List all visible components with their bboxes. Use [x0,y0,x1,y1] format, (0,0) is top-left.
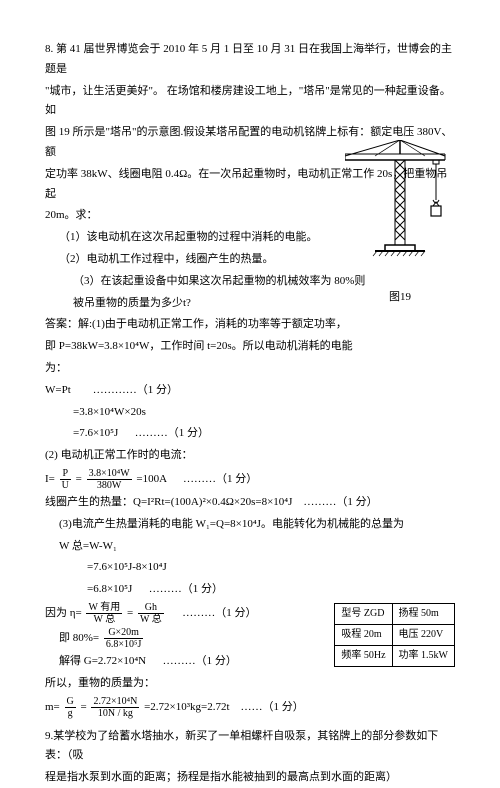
eq1a-txt: W=Pt [45,384,71,396]
frac5b: 2.72×10⁴N 10N / kg [91,696,139,719]
frac-pw-d: 380W [87,480,132,491]
q9-l2: 程是指水泵到水面的距离；扬程是指水能被抽到的最高点到水面的距离） [45,768,455,788]
cell: 扬程 50m [392,604,454,625]
frac-p-u: P U [60,468,71,491]
q8-l2: "城市，让生活更美好"。 在场馆和楼房建设工地上，"塔吊"是常见的一种起重设备。… [45,82,455,122]
frac-pw-n: 3.8×10⁴W [87,468,132,480]
eq1c: =7.6×10⁵J ………（1 分） [73,424,455,444]
eq2-left: I= [45,473,55,485]
because-txt: 因为 η= [45,607,82,619]
eq3a: W 总=W-W₁ [59,537,455,557]
dots6: ………（1 分） [182,607,256,619]
frac3a-n: W 有用 [86,602,122,614]
table-row: 型号 ZGD 扬程 50m [335,604,455,625]
eq2-right: =100A [136,473,166,485]
dots3: ………（1 分） [183,473,257,485]
cell: 功率 1.5kW [392,646,454,667]
cell: 型号 ZGD [335,604,392,625]
frac4-n: G×20m [104,627,144,639]
eq3c-txt: =6.8×10⁵J [87,583,132,595]
table-row: 频率 50Hz 功率 1.5kW [335,646,455,667]
eq1a: W=Pt …………（1 分） [45,381,455,401]
frac3b-n: Gh [138,602,164,614]
eq1c-txt: =7.6×10⁵J [73,427,118,439]
eq2: I= P U = 3.8×10⁴W 380W =100A ………（1 分） [45,468,455,491]
mid2: = [127,607,133,619]
dots5: ………（1 分） [149,583,223,595]
dots2: ………（1 分） [135,427,209,439]
cell: 频率 50Hz [335,646,392,667]
frac-u: U [60,480,71,491]
cell: 电压 220V [392,625,454,646]
crane-icon [345,140,455,280]
frac3a-d: W 总 [86,614,122,625]
q8-ans5b: (3)电流产生热量消耗的电能 W₁=Q=8×10⁴J。电能转化为机械能的总量为 [59,515,455,535]
frac5a-n: G [65,696,76,708]
q8-ans3: 为： [45,359,455,379]
frac-p: P [60,468,71,480]
dots1: …………（1 分） [93,384,178,396]
frac5b-d: 10N / kg [91,708,139,719]
frac5a-d: g [65,708,76,719]
so-txt: 即 80%= [59,632,99,644]
problem-9: 9.某学校为了给蓄水塔抽水，新买了一单相螺杆自吸泵，其铭牌上的部分参数如下表：（… [45,727,455,788]
eq3b: =7.6×10⁵J-8×10⁴J [87,558,455,578]
q8-ans1: 答案：解:(1)由于电动机正常工作，消耗的功率等于额定功率， [45,315,455,335]
frac5a: G g [65,696,76,719]
frac3b-d: W 总 [138,614,164,625]
q8-ans4: (2) 电动机正常工作时的电流： [45,446,455,466]
ans5a-txt: 线圈产生的热量：Q=I²Rt=(100A)²×0.4Ω×20s=8×10⁴J [45,496,292,508]
cell: 吸程 20m [335,625,392,646]
frac-pw: 3.8×10⁴W 380W [87,468,132,491]
dots7: ………（1 分） [163,655,237,667]
q9-l1: 9.某学校为了给蓄水塔抽水，新买了一单相螺杆自吸泵，其铭牌上的部分参数如下表：（… [45,727,455,767]
m-line: m= G g = 2.72×10⁴N 10N / kg =2.72×10³kg=… [45,696,455,719]
frac4-d: 6.8×10⁵J [104,639,144,650]
frac3b: Gh W 总 [138,602,164,625]
table-row: 吸程 20m 电压 220V [335,625,455,646]
eq3c: =6.8×10⁵J ………（1 分） [87,580,455,600]
frac4: G×20m 6.8×10⁵J [104,627,144,650]
crane-figure: 图19 [345,140,455,280]
eq1b: =3.8×10⁴W×20s [73,403,455,423]
frac3a: W 有用 W 总 [86,602,122,625]
frac5b-n: 2.72×10⁴N [91,696,139,708]
thus-line: 所以，重物的质量为： [45,674,455,694]
eq2-mid: = [76,473,82,485]
q8-l1: 8. 第 41 届世界博览会于 2010 年 5 月 1 日至 10 月 31 … [45,40,455,80]
q8-ans2: 即 P=38kW=3.8×10⁴W，工作时间 t=20s。所以电动机消耗的电能 [45,337,455,357]
dots4: ………（1 分） [303,496,377,508]
fig-label: 图19 [345,288,455,308]
q8-ans5a: 线圈产生的热量：Q=I²Rt=(100A)²×0.4Ω×20s=8×10⁴J …… [45,493,455,513]
solve-txt: 解得 G=2.72×10⁴N [59,655,146,667]
spec-table: 型号 ZGD 扬程 50m 吸程 20m 电压 220V 频率 50Hz 功率 … [334,603,455,667]
